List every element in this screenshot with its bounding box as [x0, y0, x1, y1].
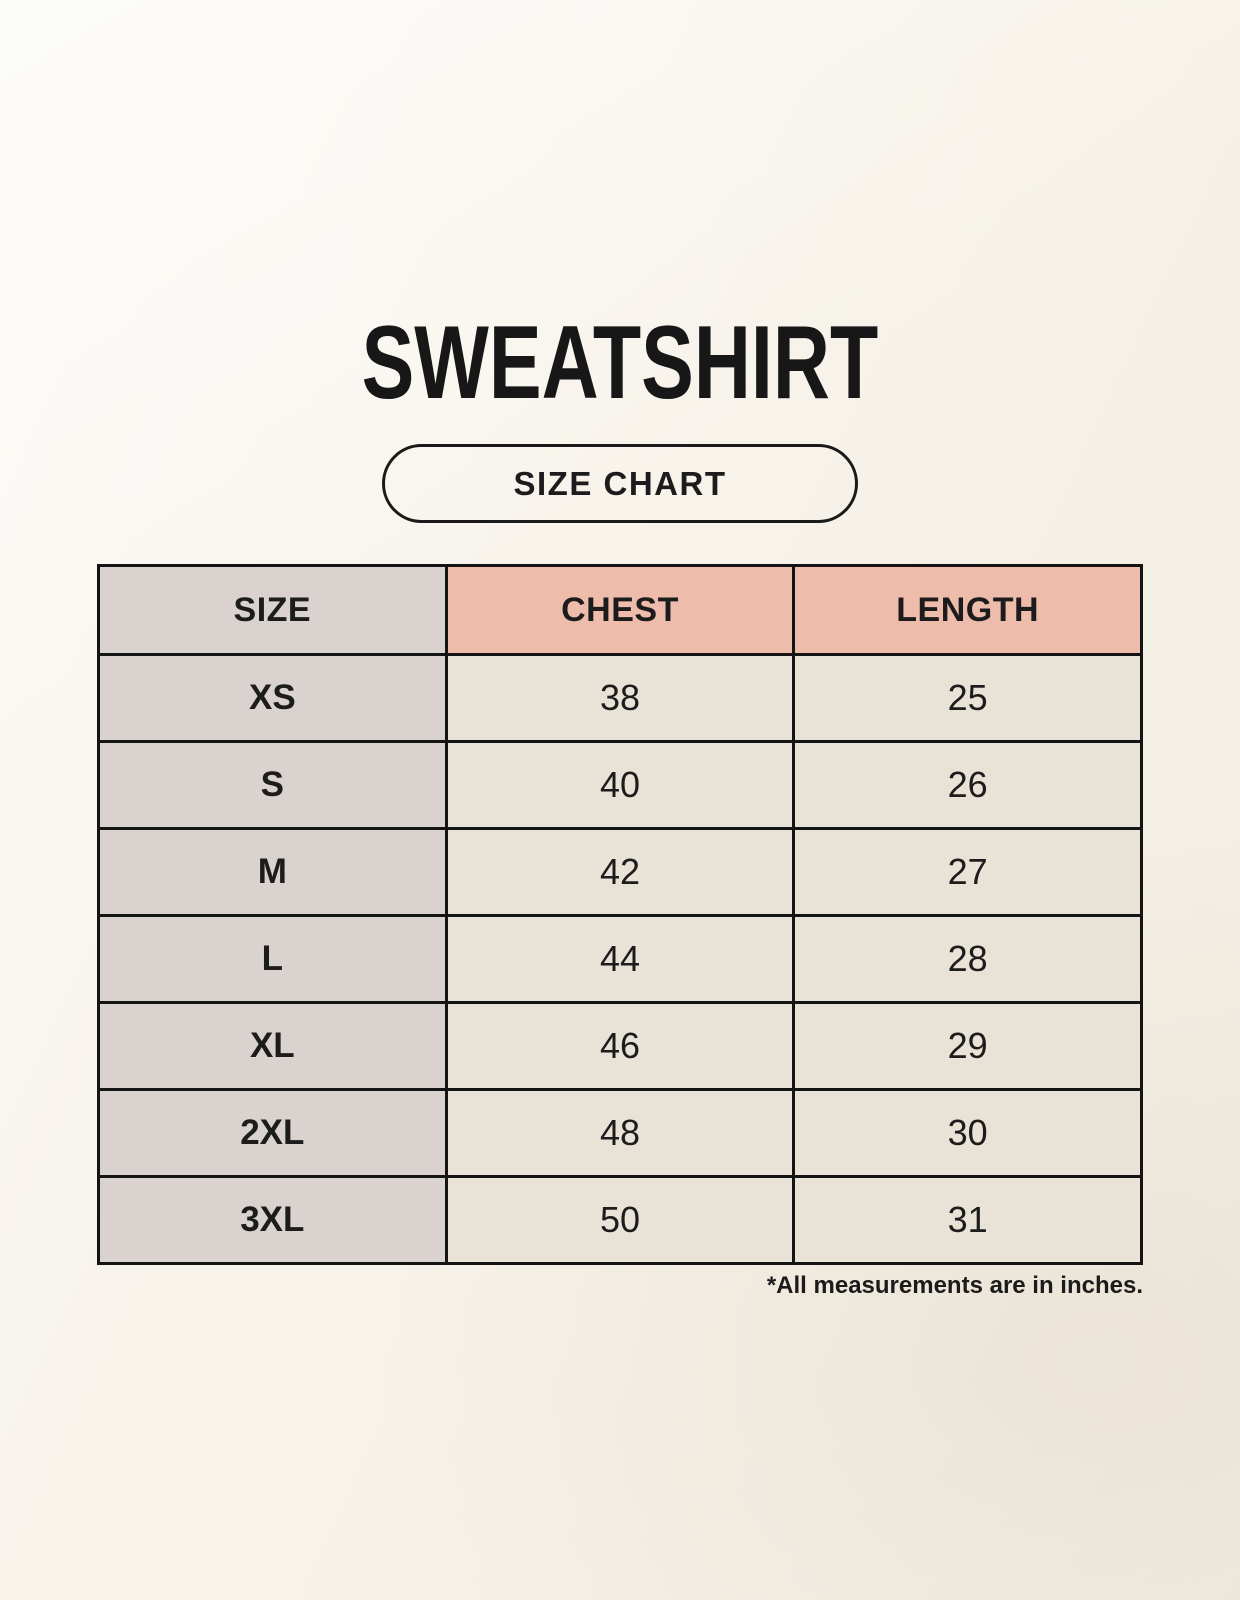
column-header-size: SIZE: [97, 564, 448, 656]
length-cell: 25: [792, 653, 1143, 743]
column-header-length: LENGTH: [792, 564, 1143, 656]
size-cell: 3XL: [97, 1175, 448, 1265]
size-cell: S: [97, 740, 448, 830]
length-cell: 26: [792, 740, 1143, 830]
length-cell: 29: [792, 1001, 1143, 1091]
size-cell: 2XL: [97, 1088, 448, 1178]
size-chart-button[interactable]: SIZE CHART: [382, 444, 858, 523]
table-row-l: L 44 28: [97, 914, 1143, 1004]
chest-cell: 50: [444, 1175, 796, 1265]
size-table: SIZE CHEST LENGTH XS 38 25 S 40 26 M 42 …: [97, 564, 1143, 1265]
length-cell: 31: [792, 1175, 1143, 1265]
size-cell: XS: [97, 653, 448, 743]
table-row-xs: XS 38 25: [97, 653, 1143, 743]
page-title: SWEATSHIRT: [0, 311, 1240, 415]
size-cell: M: [97, 827, 448, 917]
chest-cell: 46: [444, 1001, 796, 1091]
size-cell: XL: [97, 1001, 448, 1091]
measurements-note: *All measurements are in inches.: [766, 1272, 1143, 1299]
table-row-m: M 42 27: [97, 827, 1143, 917]
length-cell: 30: [792, 1088, 1143, 1178]
table-row-xl: XL 46 29: [97, 1001, 1143, 1091]
chest-cell: 38: [444, 653, 796, 743]
size-cell: L: [97, 914, 448, 1004]
chest-cell: 48: [444, 1088, 796, 1178]
column-header-chest: CHEST: [444, 564, 796, 656]
table-row-2xl: 2XL 48 30: [97, 1088, 1143, 1178]
length-cell: 28: [792, 914, 1143, 1004]
size-table-body: XS 38 25 S 40 26 M 42 27 L 44 28 XL 46: [97, 653, 1143, 1265]
length-cell: 27: [792, 827, 1143, 917]
table-row-s: S 40 26: [97, 740, 1143, 830]
page-title-text: SWEATSHIRT: [361, 305, 879, 421]
chest-cell: 42: [444, 827, 796, 917]
table-row-3xl: 3XL 50 31: [97, 1175, 1143, 1265]
size-table-head: SIZE CHEST LENGTH: [97, 564, 1143, 656]
chest-cell: 40: [444, 740, 796, 830]
chest-cell: 44: [444, 914, 796, 1004]
table-header-row: SIZE CHEST LENGTH: [97, 564, 1143, 656]
size-chart-button-label: SIZE CHART: [513, 464, 727, 502]
